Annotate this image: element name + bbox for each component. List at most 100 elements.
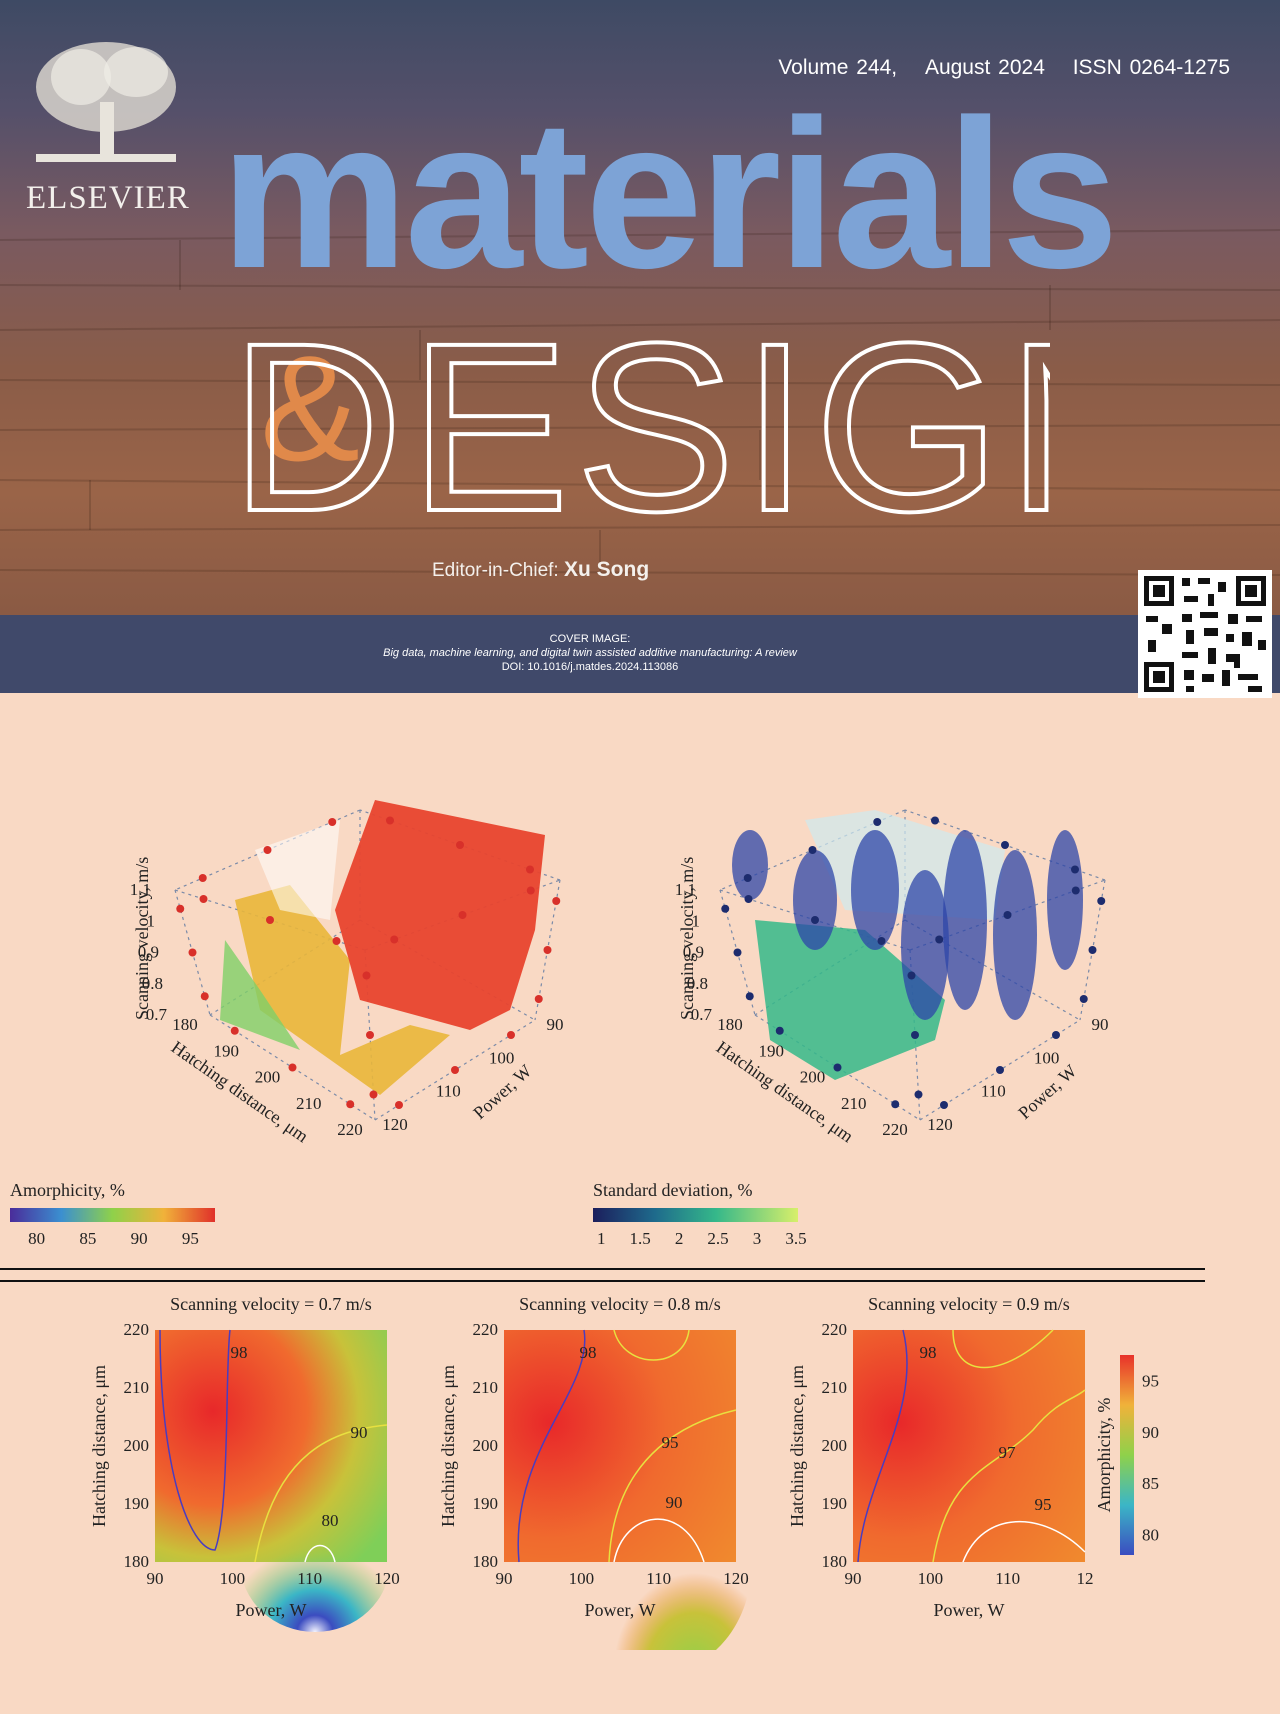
colorbar [10,1208,215,1222]
y-tick-label: 220 [124,1320,150,1339]
x-tick-label: 100 [220,1569,246,1588]
colorbar-tick: 1.5 [630,1229,651,1248]
sample-point [873,818,882,826]
x-tick-label: 210 [296,1094,322,1113]
contour-label: 97 [999,1443,1017,1462]
journal-title-bottom: & DESIGN [230,300,1050,520]
title-design-word: DESIGN [230,300,1050,520]
contour-line [517,1329,586,1563]
elsevier-tree-logo [36,42,176,162]
y-axis-label: Hatching distance, μm [787,1365,807,1527]
y-tick-label: 190 [473,1494,499,1513]
y-axis-label: Hatching distance, μm [438,1365,458,1527]
editor-line: Editor-in-Chief: Xu Song [432,558,649,582]
sample-point [811,916,819,924]
colorbar-tick: 3.5 [785,1229,806,1248]
contour-panel-1: Scanning velocity = 0.7 m/s 98 90 80 90 100 11… [89,1294,400,1632]
sample-point [1003,911,1012,919]
colorbar-tick: 85 [1142,1474,1159,1493]
x-tick-label: 120 [723,1569,749,1588]
volume-region-blue [793,850,837,950]
x-tick-label: 110 [995,1569,1020,1588]
sample-point [526,886,535,895]
sample-point [266,916,274,924]
x-tick-label: 210 [841,1094,867,1113]
contour-line [962,1521,1086,1563]
issue-date: August 2024 [924,56,1045,79]
colorbar-tick: 2 [675,1229,684,1248]
sample-point [390,935,399,944]
sample-point [743,874,752,882]
cover-label: COVER IMAGE: [549,633,631,645]
contour-line [613,1518,705,1563]
x-tick-label: 190 [214,1041,240,1060]
y-tick-label: 210 [473,1378,499,1397]
colorbar-tick: 1 [597,1229,606,1248]
x-tick-label: 190 [759,1041,785,1060]
y-tick-label: 180 [473,1552,499,1571]
contour-label: 90 [351,1423,368,1442]
volume-region-green [755,920,945,1080]
volume-region-blue [851,830,899,950]
sample-point [332,937,341,945]
volume-region-blue [943,830,987,1010]
qr-code[interactable] [1138,570,1272,698]
colorbar-tick: 2.5 [707,1229,728,1248]
journal-title-top: materials [220,75,1119,312]
sample-point [534,995,543,1003]
sample-point [263,846,272,854]
colorbar-tick: 85 [79,1229,96,1248]
y-axis-label: Power, W [469,1061,535,1123]
y-tick-label: 210 [822,1378,848,1397]
x-tick-label: 220 [337,1120,363,1139]
issn: ISSN 0264-1275 [1072,56,1230,79]
colorbar-tick: 90 [131,1229,148,1248]
z-tick-label: 0.8 [142,974,163,993]
y-tick-label: 90 [547,1015,564,1034]
sample-point [188,948,197,957]
sample-point [1071,865,1079,874]
contour-maps: Scanning velocity = 0.7 m/s 98 90 80 90 100 11… [89,1294,1159,1650]
panel-title: Scanning velocity = 0.7 m/s [170,1294,372,1314]
sample-point [935,935,944,944]
publisher-name: ELSEVIER [26,180,190,216]
editor-name: Xu Song [564,558,650,581]
x-tick-label: 180 [717,1015,743,1034]
low-region [240,1492,390,1632]
contour-line [304,1544,336,1563]
section-divider [0,1268,1205,1282]
sample-point [526,865,534,874]
y-tick-label: 190 [822,1494,848,1513]
panel-title: Scanning velocity = 0.9 m/s [868,1294,1070,1314]
colorbar-tick: 95 [1142,1372,1159,1391]
sample-point [907,971,916,980]
contour-label: 95 [1035,1495,1052,1514]
x-axis-label: Power, W [934,1600,1005,1620]
x-tick-label: 100 [569,1569,595,1588]
editor-label: Editor-in-Chief: [432,560,559,581]
x-tick-label: 200 [255,1068,281,1087]
sample-point [914,1090,923,1099]
sample-point [745,992,754,1001]
y-tick-label: 100 [1034,1048,1060,1067]
low-region [572,1452,752,1650]
contour-line [952,1329,1054,1369]
sample-point [456,841,464,849]
x-tick-label: 100 [918,1569,944,1588]
contour-label: 98 [231,1343,248,1362]
colorbar-tick: 90 [1142,1423,1159,1442]
z-tick-label: 1 [692,911,701,930]
contour-line [613,1329,690,1361]
colorbar-tick: 80 [28,1229,45,1248]
volume-region-white [255,820,340,920]
x-axis-label: Hatching distance, μm [168,1037,312,1146]
cube-edge [904,919,1081,1021]
z-axis-label: Scanning velocity, m/s [677,857,697,1020]
volume-region-red [335,800,545,1030]
x-axis-label: Power, W [236,1600,307,1620]
sample-point [543,946,552,954]
contour-line [608,1409,737,1563]
colorbar-title: Amorphicity, % [1094,1398,1114,1513]
